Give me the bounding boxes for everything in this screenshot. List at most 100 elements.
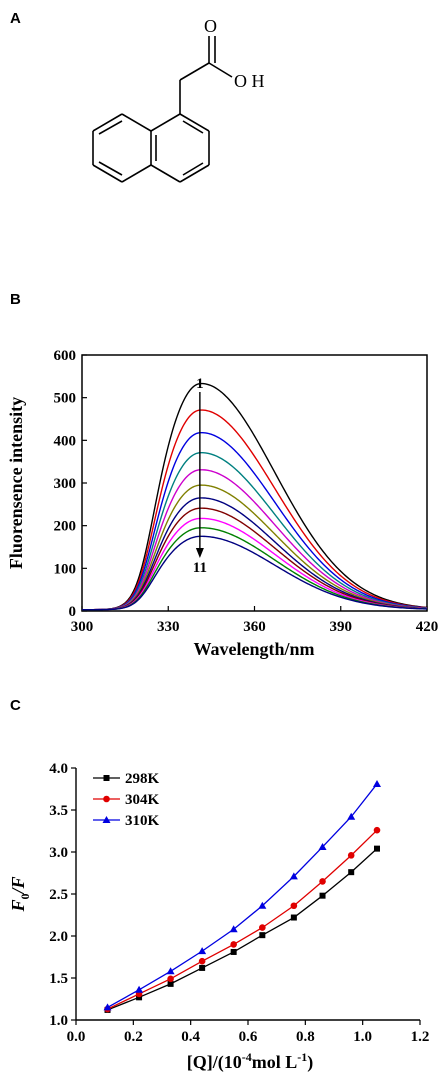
series-line-304K — [107, 829, 378, 1010]
data-point-310K — [318, 842, 327, 850]
data-point-298K — [230, 948, 237, 955]
data-point-304K — [230, 941, 237, 948]
x-axis-title: [Q]/(10-4mol L-1) — [187, 1050, 314, 1073]
x-tick-label: 0.4 — [181, 1029, 200, 1045]
bond — [150, 113, 181, 132]
x-tick-label: 0.0 — [67, 1029, 86, 1045]
y-tick-label: 300 — [54, 476, 77, 492]
bond — [179, 113, 210, 132]
bond — [92, 164, 123, 183]
x-tick-label: 0.2 — [124, 1029, 143, 1045]
annotation-start: 1 — [196, 376, 204, 392]
x-tick-label: 360 — [243, 619, 266, 635]
y-tick-label: 400 — [54, 433, 77, 449]
y-axis-title: F0/F — [8, 876, 32, 912]
bond-double — [98, 120, 123, 135]
bond — [121, 164, 152, 183]
data-point-298K — [259, 932, 266, 939]
data-point-310K — [103, 1003, 112, 1011]
spectrum-line-9 — [82, 517, 428, 611]
y-tick-label: 500 — [54, 391, 77, 407]
spectrum-line-2 — [82, 409, 428, 611]
y-title-part: /F — [8, 876, 28, 895]
data-point-304K — [347, 852, 355, 859]
y-tick-label: 3.5 — [49, 803, 68, 819]
spectrum-line-5 — [82, 469, 428, 611]
y-tick-label: 100 — [54, 561, 77, 577]
data-point-298K — [199, 964, 206, 971]
panel-label-a: A — [10, 10, 21, 27]
arrow-head — [195, 548, 204, 558]
legend-marker — [103, 795, 110, 803]
x-tick-label: 0.8 — [296, 1029, 315, 1045]
legend-label: 310K — [125, 813, 160, 829]
bond — [179, 62, 210, 81]
series-line-298K — [107, 848, 378, 1011]
spectrum-line-4 — [82, 452, 428, 611]
atom-o-carbonyl: O — [204, 16, 217, 36]
y-tick-label: 2.0 — [49, 929, 68, 945]
spectrum-line-3 — [82, 431, 428, 611]
plot-frame — [81, 354, 428, 612]
legend-marker — [103, 775, 110, 781]
data-point-304K — [373, 826, 381, 834]
bond — [150, 164, 181, 183]
x-title-part: ) — [307, 1052, 313, 1073]
data-point-310K — [229, 925, 238, 933]
legend-label: 298K — [125, 771, 160, 787]
data-point-304K — [290, 902, 298, 910]
x-title-part: [Q]/(10 — [187, 1052, 242, 1073]
legend-label: 304K — [125, 792, 160, 808]
data-point-310K — [198, 947, 207, 955]
data-point-310K — [258, 901, 267, 909]
bond-double — [182, 162, 204, 176]
data-point-310K — [166, 967, 175, 975]
atom-oh: O H — [234, 71, 265, 91]
data-point-298K — [136, 994, 143, 1001]
panel-label-b: B — [10, 291, 21, 308]
annotation-end: 11 — [193, 560, 207, 576]
spectrum-line-8 — [82, 507, 428, 611]
y-tick-label: 1.5 — [49, 971, 68, 987]
x-tick-label: 0.6 — [239, 1029, 258, 1045]
chart-stern-volmer: 0.0 0.2 0.4 0.6 0.8 1.0 1.2 1.0 1.5 2.0 2.5 3.0 3.5 4… — [8, 761, 429, 1073]
series-line-310K — [107, 783, 378, 1008]
spectrum-line-7 — [82, 497, 428, 611]
spectrum-line-6 — [82, 484, 428, 611]
legend-marker — [102, 816, 111, 823]
x-axis-title: Wavelength/nm — [193, 639, 314, 659]
y-tick-label: 600 — [54, 348, 77, 364]
bond — [179, 164, 210, 183]
data-point-298K — [348, 869, 355, 876]
spectrum-line-1 — [81, 382, 428, 611]
x-tick-label: 1.2 — [411, 1029, 430, 1045]
y-tick-label: 3.0 — [49, 845, 68, 861]
molecule-structure — [92, 36, 233, 183]
bond — [208, 62, 233, 78]
data-point-298K — [167, 980, 174, 987]
data-point-304K — [167, 975, 174, 983]
x-title-sup: -1 — [297, 1050, 307, 1064]
y-tick-label: 200 — [54, 519, 77, 535]
data-point-310K — [347, 812, 356, 820]
data-point-304K — [319, 878, 326, 885]
data-point-310K — [373, 779, 381, 787]
y-title-part: F — [8, 900, 28, 913]
y-tick-label: 0 — [69, 604, 77, 620]
data-point-304K — [259, 924, 266, 931]
bond — [92, 113, 123, 132]
x-tick-label: 330 — [157, 619, 180, 635]
bond — [121, 113, 152, 132]
x-tick-label: 420 — [416, 619, 439, 635]
x-tick-label: 300 — [71, 619, 94, 635]
y-title-sub: 0 — [18, 894, 32, 900]
data-point-298K — [319, 892, 326, 899]
x-tick-label: 390 — [330, 619, 353, 635]
y-tick-label: 1.0 — [49, 1013, 68, 1029]
x-tick-label: 1.0 — [353, 1029, 372, 1045]
bond-double — [182, 120, 204, 134]
data-point-298K — [374, 845, 380, 852]
x-title-sup: -4 — [242, 1050, 252, 1064]
